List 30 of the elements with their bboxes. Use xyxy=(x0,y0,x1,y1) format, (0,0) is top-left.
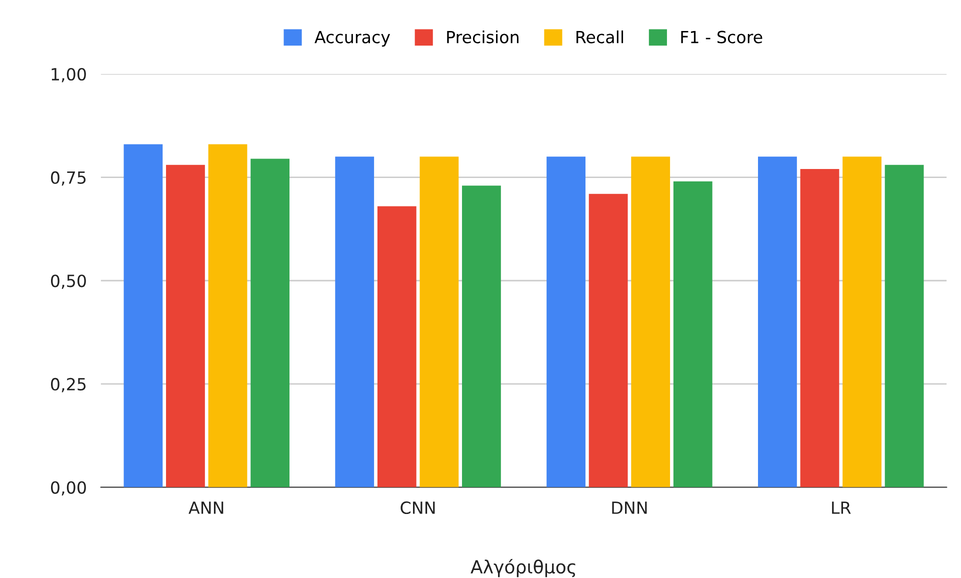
bar xyxy=(250,158,290,488)
x-tick-label: ANN xyxy=(188,502,224,514)
bar xyxy=(588,194,628,488)
legend-label: Recall xyxy=(576,30,624,44)
bar xyxy=(335,156,374,488)
bar xyxy=(166,164,205,488)
x-tick-label: DNN xyxy=(612,502,647,514)
bar xyxy=(758,156,797,488)
y-tick-label: 1,00 xyxy=(52,68,86,82)
y-tick-label: 0,50 xyxy=(51,274,86,289)
bar xyxy=(800,169,840,488)
x-axis-title: Αλγόριθμος xyxy=(470,558,576,578)
bar xyxy=(546,156,586,488)
bar xyxy=(208,144,248,488)
bar xyxy=(124,144,163,488)
x-tick-label: CNN xyxy=(400,501,435,514)
legend-label: Precision xyxy=(447,30,518,44)
bar xyxy=(420,156,459,488)
bar xyxy=(377,206,416,488)
legend-label: F1 - Score xyxy=(681,30,762,44)
bar xyxy=(462,186,501,488)
bar xyxy=(842,156,882,488)
bar xyxy=(884,164,924,488)
y-tick-label: 0,00 xyxy=(51,481,86,496)
y-tick-label: 0,75 xyxy=(51,171,86,186)
bar xyxy=(631,156,670,488)
legend-label: Accuracy xyxy=(314,30,390,47)
bar xyxy=(673,181,712,488)
x-tick-label: LR xyxy=(832,502,851,514)
y-tick-label: 0,25 xyxy=(51,378,86,392)
